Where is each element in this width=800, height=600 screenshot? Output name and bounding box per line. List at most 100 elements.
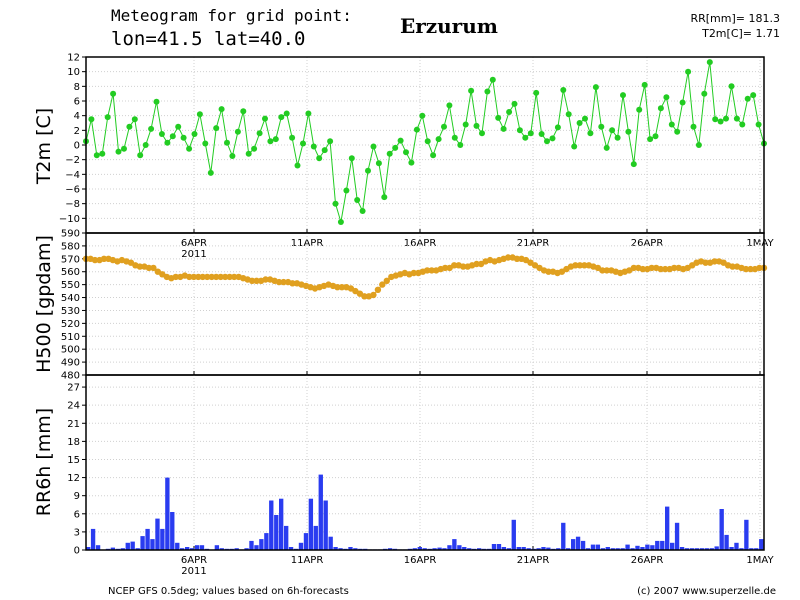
temperature-data-point <box>744 95 751 102</box>
precipitation-bar <box>625 544 630 550</box>
temperature-data-point <box>582 115 588 122</box>
precipitation-xtick-label: 6APR <box>181 555 207 566</box>
precipitation-bar <box>511 519 516 550</box>
geopotential-data-point <box>504 254 512 261</box>
temperature-data-point <box>310 143 317 150</box>
temperature-data-point <box>620 92 626 99</box>
geopotential-ytick-label: 520 <box>61 319 80 330</box>
temperature-data-point <box>674 128 681 135</box>
precipitation-bar <box>90 528 96 550</box>
precipitation-bar <box>580 540 586 550</box>
geopotential-ytick-label: 560 <box>61 267 80 278</box>
geopotential-data-point <box>424 267 431 274</box>
geopotential-data-point <box>648 264 655 272</box>
geopotential-data-point <box>289 280 296 287</box>
geopotential-data-point <box>213 273 220 281</box>
precipitation-bar <box>694 548 700 550</box>
temperature-data-point <box>511 100 518 107</box>
geopotential-ytick-label: 570 <box>61 254 80 265</box>
precipitation-bar <box>288 547 294 550</box>
precipitation-total: RR[mm]= 181.3 <box>690 12 780 25</box>
precipitation-bar <box>274 515 279 550</box>
precipitation-bar <box>645 544 650 550</box>
geopotential-ytick-label: 530 <box>61 306 80 317</box>
precipitation-bar <box>125 542 130 550</box>
geopotential-data-point <box>473 260 480 268</box>
temperature-data-point <box>213 125 220 132</box>
precipitation-bar <box>462 547 467 550</box>
geopotential-data-point <box>657 265 664 273</box>
temperature-data-point <box>392 144 399 151</box>
temperature-data-point <box>110 90 117 97</box>
precipitation-bar <box>254 545 259 550</box>
geopotential-ytick-label: 580 <box>61 241 80 252</box>
precipitation-bar <box>521 547 526 550</box>
temperature-data-point <box>479 130 485 137</box>
geopotential-axis-label: H500 [gpdam] <box>33 235 55 373</box>
precipitation-bar <box>303 533 309 550</box>
temperature-data-point <box>148 125 155 132</box>
precipitation-bar <box>264 533 269 550</box>
temperature-data-point <box>93 152 100 159</box>
temperature-data-point <box>370 143 377 150</box>
temperature-data-point <box>126 123 133 130</box>
temperature-data-point <box>441 123 447 130</box>
precipitation-ytick-label: 27 <box>67 383 80 394</box>
temperature-data-point <box>348 155 355 162</box>
precipitation-bar <box>679 547 685 550</box>
temperature-ytick-label: 8 <box>74 82 80 93</box>
geopotential-data-point <box>195 273 202 281</box>
temperature-data-point <box>527 130 534 137</box>
precipitation-bar <box>338 548 343 550</box>
geopotential-data-point <box>639 265 646 273</box>
precipitation-bar <box>670 542 675 550</box>
precipitation-bar <box>585 548 591 550</box>
precipitation-bar <box>269 500 274 550</box>
precipitation-bar <box>323 500 328 550</box>
temperature-data-point <box>430 152 437 159</box>
temperature-data-point <box>663 94 670 101</box>
temperature-data-point <box>240 108 247 115</box>
precipitation-bar <box>417 547 422 550</box>
precipitation-bar <box>615 548 620 550</box>
geopotential-data-point <box>275 278 283 286</box>
temperature-data-point <box>522 134 529 141</box>
precipitation-bar <box>704 548 709 550</box>
temperature-data-point <box>533 89 540 96</box>
precipitation-bar <box>353 548 358 550</box>
precipitation-frame <box>85 374 765 551</box>
temperature-data-point <box>186 145 193 152</box>
precipitation-bar <box>674 522 680 550</box>
temperature-data-point <box>419 112 426 119</box>
temperature-data-point <box>305 110 312 117</box>
precipitation-bar <box>709 548 714 550</box>
geopotential-data-point <box>702 259 709 266</box>
geopotential-ytick-label: 480 <box>61 371 80 382</box>
temperature-data-point <box>131 116 138 123</box>
precipitation-bar <box>610 548 615 550</box>
header-coordinates: lon=41.5 lat=40.0 <box>111 28 305 50</box>
temperature-data-point <box>495 114 502 121</box>
geopotential-data-point <box>280 278 287 286</box>
temperature-data-point <box>229 153 236 159</box>
temperature-data-point <box>424 138 431 145</box>
precipitation-bar <box>170 512 175 550</box>
temperature-data-point <box>104 114 111 121</box>
precipitation-ytick-label: 24 <box>67 401 80 412</box>
precipitation-xtick-label: 26APR <box>631 555 664 566</box>
geopotential-data-point <box>226 273 233 281</box>
temperature-data-point <box>592 84 599 91</box>
precipitation-xtick-label: 11APR <box>291 555 324 566</box>
temperature-xtick-label: 11APR <box>291 238 324 249</box>
footer-copyright: (c) 2007 www.superzelle.de <box>637 586 776 597</box>
temperature-data-point <box>538 131 545 137</box>
geopotential-data-point <box>442 264 449 272</box>
precipitation-bar <box>595 544 601 550</box>
temperature-xtick-label: 16APR <box>404 238 437 249</box>
geopotential-data-point <box>460 263 467 270</box>
temperature-data-point <box>332 200 339 207</box>
temperature-data-point <box>256 130 263 137</box>
precipitation-bar <box>759 539 764 550</box>
